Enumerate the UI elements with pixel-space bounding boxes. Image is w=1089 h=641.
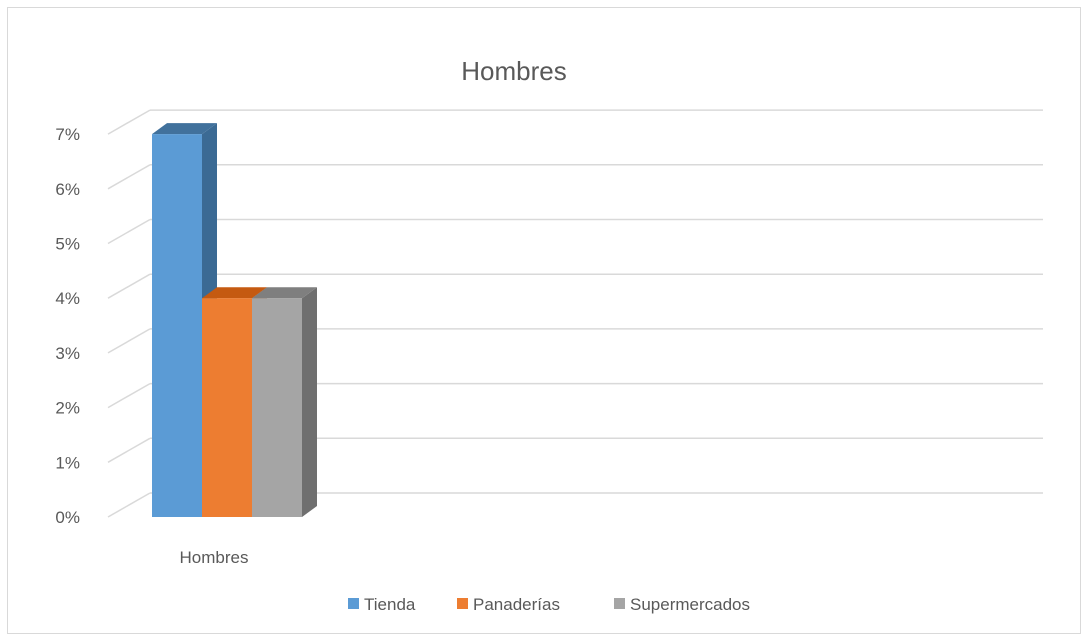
chart-svg: Hombres 0% 1% 2% 3% 4% 5% 6% 7% Hombres Tienda P…: [55, 56, 1043, 614]
bar-side-supermercados: [302, 287, 317, 517]
gridline-side: [107, 109, 151, 135]
chart-title: Hombres: [461, 56, 566, 86]
category-labels: Hombres: [180, 548, 249, 567]
gridline-side: [107, 328, 151, 354]
bar-top-supermercados: [252, 287, 317, 299]
gridline-side: [107, 273, 151, 299]
legend-item-tienda: Tienda: [348, 595, 416, 614]
gridline-side: [107, 437, 151, 463]
y-tick-label: 6%: [55, 180, 80, 199]
legend-swatch: [457, 598, 468, 609]
gridline-side: [107, 218, 151, 245]
legend: Tienda Panaderías Supermercados: [348, 595, 750, 614]
bar-supermercados: [252, 287, 317, 517]
chart-frame: Hombres 0% 1% 2% 3% 4% 5% 6% 7% Hombres Tienda P…: [7, 7, 1081, 634]
y-tick-label: 7%: [55, 125, 80, 144]
bar-top-tienda: [152, 123, 217, 135]
y-tick-label: 0%: [55, 508, 80, 527]
legend-label: Supermercados: [630, 595, 750, 614]
legend-item-panaderias: Panaderías: [457, 595, 560, 614]
bar-top-panaderias: [202, 287, 267, 299]
gridline-side: [107, 382, 151, 409]
y-tick-label: 5%: [55, 235, 80, 254]
legend-swatch: [348, 598, 359, 609]
legend-label: Panaderías: [473, 595, 560, 614]
legend-swatch: [614, 598, 625, 609]
gridline-side: [107, 164, 151, 190]
bar-front-tienda: [152, 134, 202, 517]
bar-front-supermercados: [252, 298, 302, 517]
y-tick-label: 2%: [55, 399, 80, 418]
y-axis-ticks: 0% 1% 2% 3% 4% 5% 6% 7%: [55, 125, 80, 527]
legend-item-supermercados: Supermercados: [614, 595, 750, 614]
y-tick-label: 3%: [55, 344, 80, 363]
bars: [152, 123, 317, 517]
y-tick-label: 4%: [55, 289, 80, 308]
gridline-side: [107, 492, 151, 518]
x-category-label: Hombres: [180, 548, 249, 567]
y-tick-label: 1%: [55, 453, 80, 472]
legend-label: Tienda: [364, 595, 416, 614]
bar-front-panaderias: [202, 298, 252, 517]
